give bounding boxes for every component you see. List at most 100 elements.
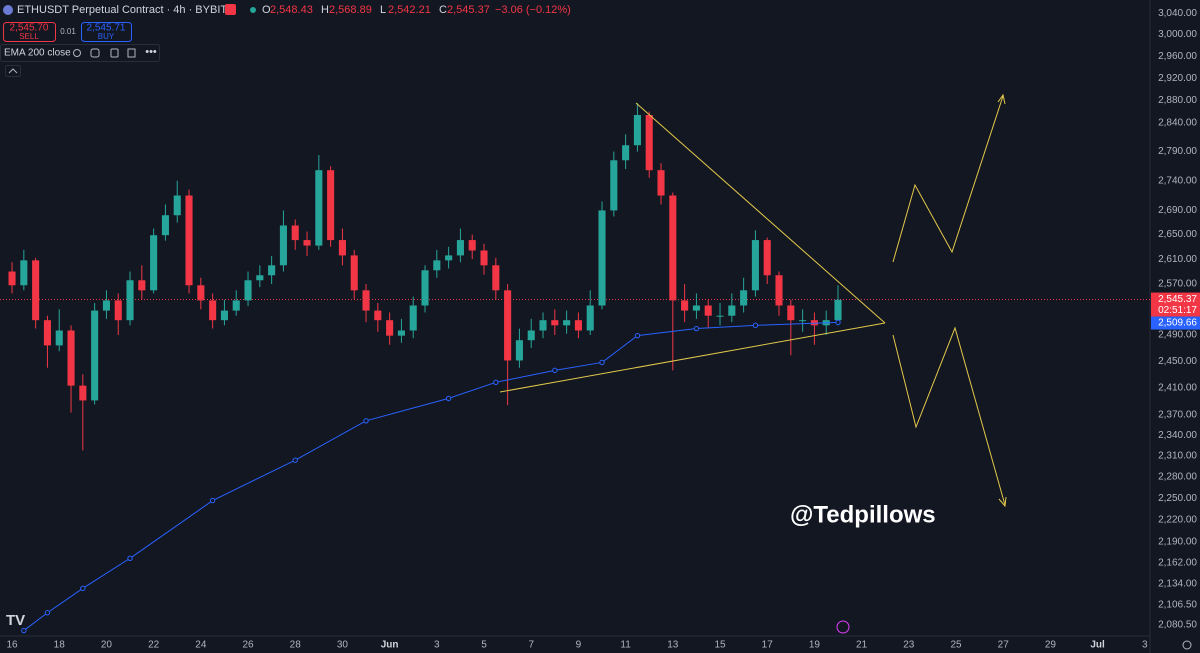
candle-body xyxy=(232,300,240,311)
candle-body xyxy=(291,225,299,241)
candle-body xyxy=(504,290,512,361)
candle-body xyxy=(327,170,335,241)
indicator-box[interactable] xyxy=(0,44,160,62)
plot xyxy=(0,103,1150,634)
arrow-up xyxy=(997,93,1006,105)
sell-label: SELL xyxy=(19,32,39,41)
more-icon[interactable]: ••• xyxy=(145,46,157,58)
candle-body xyxy=(657,170,665,196)
ema-marker xyxy=(44,610,51,616)
candle-body xyxy=(220,310,228,321)
buy-button[interactable] xyxy=(81,22,132,42)
sell-price: 2,545.70 xyxy=(10,23,49,34)
candle-body xyxy=(350,255,358,291)
indicator-icons xyxy=(73,48,136,58)
y-tick-label: 2,450.00 xyxy=(1158,356,1197,367)
candle-body xyxy=(279,225,287,266)
candle-body xyxy=(209,300,217,321)
collapse-button[interactable] xyxy=(5,65,21,77)
candle-body xyxy=(161,215,169,236)
candle-body xyxy=(185,195,193,286)
x-tick-label: 3 xyxy=(1142,640,1148,651)
x-tick-label: 30 xyxy=(337,640,349,651)
candle-body xyxy=(303,240,311,246)
symbol: ETHUSDT Perpetual Contract · 4h · BYBIT xyxy=(17,4,227,16)
ema-marker xyxy=(552,367,558,374)
candle-body xyxy=(480,250,488,266)
candle-body xyxy=(669,195,677,301)
ohlc-value: 2,545.37 xyxy=(447,4,490,16)
ema-price-label: 2,509.66 xyxy=(1158,318,1197,329)
delete-icon[interactable] xyxy=(127,48,136,58)
candle-body xyxy=(598,210,606,306)
ema-marker xyxy=(634,332,641,339)
eye-icon[interactable] xyxy=(73,49,81,57)
ohlc-value: 2,548.43 xyxy=(270,4,313,16)
y-tick-label: 2,840.00 xyxy=(1158,118,1197,129)
y-tick-label: 2,610.00 xyxy=(1158,254,1197,265)
candle-body xyxy=(763,240,771,276)
candle-body xyxy=(468,240,476,251)
x-tick-label: 25 xyxy=(950,640,962,651)
candle-body xyxy=(574,320,582,331)
ohlc: O 2,548.43 H 2,568.89 L 2,542.21 C 2,545.37 −3.0… xyxy=(262,4,571,16)
ohlc-label: H xyxy=(321,4,329,16)
ohlc-value: 2,542.21 xyxy=(388,4,431,16)
ema-marker xyxy=(752,322,759,329)
y-tick-label: 2,370.00 xyxy=(1158,409,1197,420)
y-tick-label: 2,106.50 xyxy=(1158,599,1197,610)
candle-body xyxy=(409,305,417,331)
candle-body xyxy=(114,300,122,321)
candle-body xyxy=(386,320,394,336)
code-icon[interactable] xyxy=(110,48,119,58)
candle-body xyxy=(43,320,51,346)
candle-body xyxy=(102,300,110,311)
x-tick-label: 5 xyxy=(481,640,487,651)
countdown: 02:51:17 xyxy=(1158,305,1197,316)
candle-body xyxy=(787,305,795,321)
x-tick-label: 15 xyxy=(714,640,726,651)
candle-body xyxy=(268,265,276,276)
y-tick-label: 2,250.00 xyxy=(1158,493,1197,504)
x-tick-label: 24 xyxy=(195,640,207,651)
x-tick-label: 16 xyxy=(6,640,18,651)
candle-body xyxy=(397,330,405,336)
y-tick-label: 3,000.00 xyxy=(1158,29,1197,40)
settings-gear[interactable] xyxy=(1182,640,1192,650)
ema-marker xyxy=(209,497,216,504)
x-tick-label: 23 xyxy=(903,640,915,651)
candle-body xyxy=(374,310,382,321)
tv-logo: TV xyxy=(6,612,25,629)
x-tick-label: Jun xyxy=(381,640,399,651)
candle-body xyxy=(539,320,547,331)
settings-icon[interactable] xyxy=(90,48,100,58)
sell-button[interactable] xyxy=(3,22,56,42)
triangle-upper xyxy=(635,102,886,324)
candle-body xyxy=(197,285,205,301)
candle-body xyxy=(586,305,594,331)
ohlc-value: 2,568.89 xyxy=(329,4,372,16)
candle-body xyxy=(692,305,700,311)
y-tick-label: 2,190.00 xyxy=(1158,537,1197,548)
flag[interactable] xyxy=(225,4,236,15)
x-tick-label: 3 xyxy=(434,640,440,651)
x-tick-label: 28 xyxy=(290,640,302,651)
projection-up xyxy=(892,95,1004,263)
x-tick-label: 29 xyxy=(1045,640,1057,651)
candle-body xyxy=(551,320,559,326)
candle-body xyxy=(445,255,453,261)
lightning-icon[interactable] xyxy=(836,620,850,634)
y-tick-label: 2,960.00 xyxy=(1158,51,1197,62)
y-tick-label: 2,690.00 xyxy=(1158,205,1197,216)
indicator-name: EMA 200 close xyxy=(4,48,71,59)
ohlc-label: C xyxy=(439,4,447,16)
candle-body xyxy=(32,260,40,321)
status-dot xyxy=(250,7,256,13)
y-tick-label: 2,920.00 xyxy=(1158,73,1197,84)
y-tick-label: 2,280.00 xyxy=(1158,472,1197,483)
candle-body xyxy=(563,320,571,326)
ema-marker xyxy=(693,325,700,332)
ema-marker xyxy=(493,379,499,386)
candle-body xyxy=(315,170,323,246)
candle-body xyxy=(67,330,75,386)
